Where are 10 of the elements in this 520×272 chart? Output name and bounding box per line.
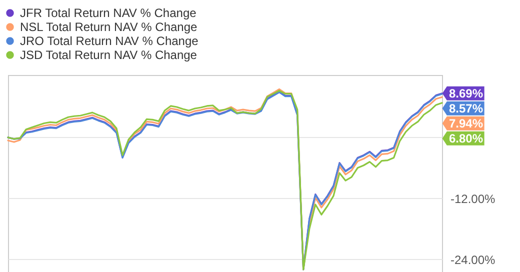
y-tick-label: -12.00% xyxy=(450,192,496,206)
legend-label: JRO Total Return NAV % Change xyxy=(20,34,199,48)
legend-label: JFR Total Return NAV % Change xyxy=(20,6,197,20)
y-tick-label: -24.00% xyxy=(450,252,496,267)
data-label: 6.80% xyxy=(448,131,484,146)
legend-label: NSL Total Return NAV % Change xyxy=(20,20,198,34)
data-label: 8.57% xyxy=(448,101,484,116)
data-label: 8.69% xyxy=(448,86,484,100)
legend-label: JSD Total Return NAV % Change xyxy=(20,48,198,62)
data-label: 7.94% xyxy=(448,116,484,130)
